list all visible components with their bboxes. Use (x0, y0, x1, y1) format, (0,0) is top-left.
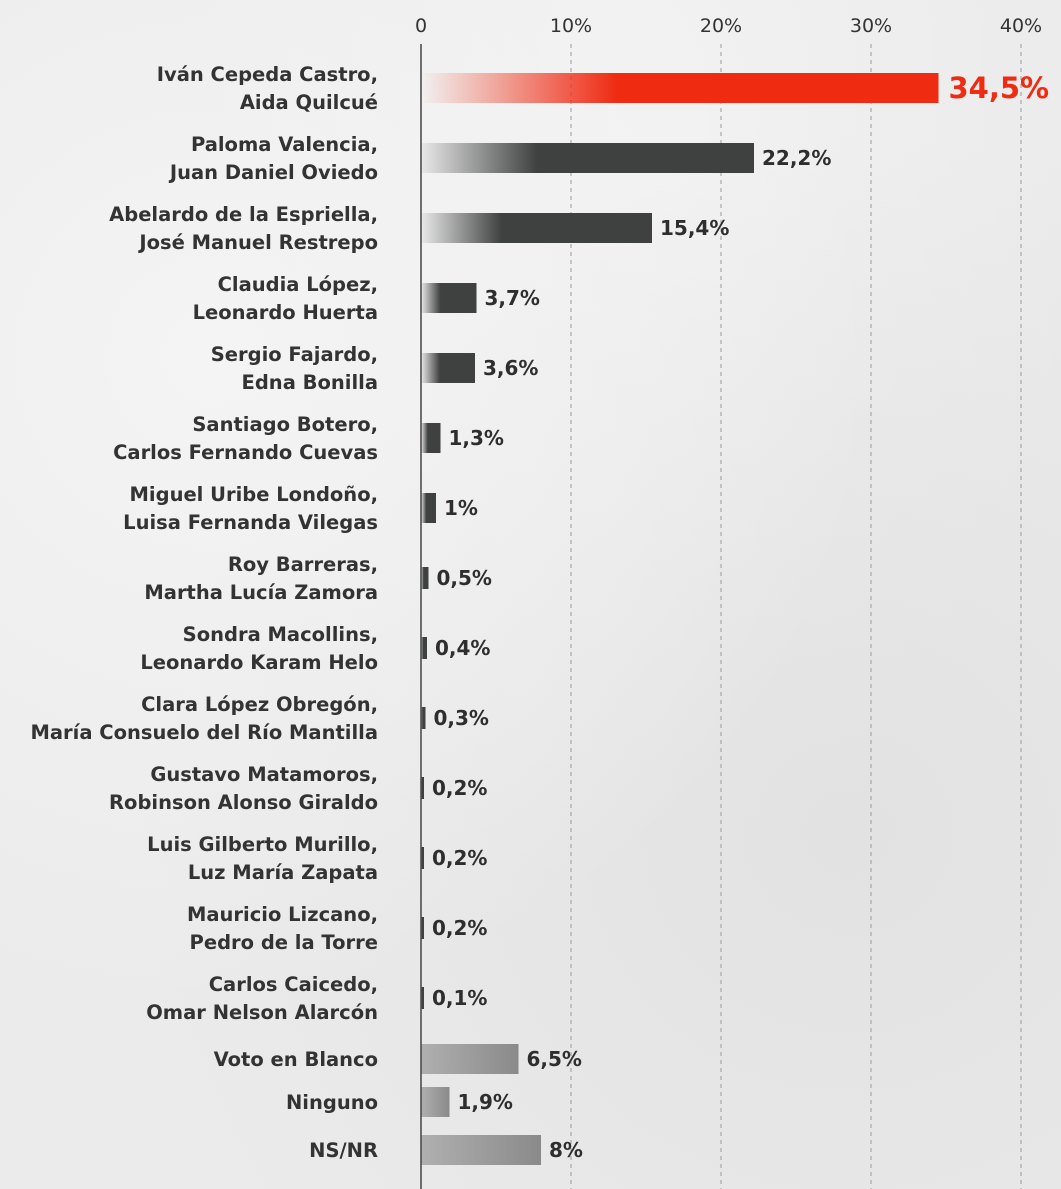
category-label-3-0: Claudia López, (218, 273, 378, 296)
category-label-6-1: Luisa Fernanda Vilegas (123, 511, 378, 534)
category-label-12-1: Pedro de la Torre (190, 931, 378, 954)
bar-12 (421, 917, 424, 939)
category-label-1-0: Paloma Valencia, (191, 133, 378, 156)
tick-label-2: 20% (700, 15, 742, 37)
value-label-16: 8% (549, 1138, 583, 1162)
category-label-2-1: José Manuel Restrepo (137, 231, 378, 254)
category-label-10-0: Gustavo Matamoros, (150, 763, 378, 786)
value-label-4: 3,6% (483, 356, 538, 380)
value-label-8: 0,4% (435, 636, 490, 660)
bar-14 (421, 1044, 519, 1074)
bar-15 (421, 1087, 450, 1117)
bar-11 (421, 847, 424, 869)
category-label-5-0: Santiago Botero, (192, 413, 378, 436)
category-label-0-0: Iván Cepeda Castro, (157, 63, 378, 86)
bar-2 (421, 213, 652, 243)
value-label-11: 0,2% (432, 846, 487, 870)
category-label-14-0: Voto en Blanco (214, 1048, 378, 1071)
bar-9 (421, 707, 426, 729)
tick-label-3: 30% (850, 15, 892, 37)
category-label-9-1: María Consuelo del Río Mantilla (30, 721, 378, 744)
bar-3 (421, 283, 477, 313)
category-label-11-0: Luis Gilberto Murillo, (147, 833, 378, 856)
bar-16 (421, 1135, 541, 1165)
value-label-2: 15,4% (660, 216, 729, 240)
category-label-13-1: Omar Nelson Alarcón (146, 1001, 378, 1024)
category-label-3-1: Leonardo Huerta (193, 301, 378, 324)
value-label-7: 0,5% (437, 566, 492, 590)
category-label-8-0: Sondra Macollins, (183, 623, 378, 646)
category-label-7-1: Martha Lucía Zamora (144, 581, 378, 604)
category-label-15-0: Ninguno (286, 1091, 378, 1114)
value-label-3: 3,7% (485, 286, 540, 310)
bar-6 (421, 493, 436, 523)
value-label-14: 6,5% (527, 1047, 582, 1071)
tick-label-0: 0 (415, 15, 427, 37)
bar-7 (421, 567, 429, 589)
value-label-15: 1,9% (458, 1090, 513, 1114)
category-label-4-1: Edna Bonilla (242, 371, 378, 394)
category-label-5-1: Carlos Fernando Cuevas (113, 441, 378, 464)
category-label-7-0: Roy Barreras, (228, 553, 378, 576)
category-label-8-1: Leonardo Karam Helo (140, 651, 378, 674)
category-label-6-0: Miguel Uribe Londoño, (130, 483, 378, 506)
category-label-9-0: Clara López Obregón, (141, 693, 378, 716)
category-label-4-0: Sergio Fajardo, (211, 343, 378, 366)
value-label-9: 0,3% (434, 706, 489, 730)
category-label-12-0: Mauricio Lizcano, (187, 903, 378, 926)
value-label-10: 0,2% (432, 776, 487, 800)
category-label-0-1: Aida Quilcué (240, 91, 378, 114)
tick-label-4: 40% (1000, 15, 1042, 37)
category-label-13-0: Carlos Caicedo, (209, 973, 378, 996)
value-label-13: 0,1% (432, 986, 487, 1010)
value-label-1: 22,2% (762, 146, 831, 170)
value-label-12: 0,2% (432, 916, 487, 940)
bar-10 (421, 777, 424, 799)
category-label-11-1: Luz María Zapata (188, 861, 378, 884)
category-label-2-0: Abelardo de la Espriella, (109, 203, 378, 226)
category-label-1-1: Juan Daniel Oviedo (168, 161, 378, 184)
bar-13 (421, 987, 424, 1009)
bar-4 (421, 353, 475, 383)
bar-5 (421, 423, 441, 453)
value-label-5: 1,3% (449, 426, 504, 450)
bar-8 (421, 637, 427, 659)
value-label-0: 34,5% (949, 71, 1050, 105)
bar-1 (421, 143, 754, 173)
value-label-6: 1% (444, 496, 478, 520)
bar-0 (421, 73, 939, 103)
category-label-16-0: NS/NR (309, 1139, 378, 1162)
category-label-10-1: Robinson Alonso Giraldo (109, 791, 378, 814)
tick-label-1: 10% (550, 15, 592, 37)
